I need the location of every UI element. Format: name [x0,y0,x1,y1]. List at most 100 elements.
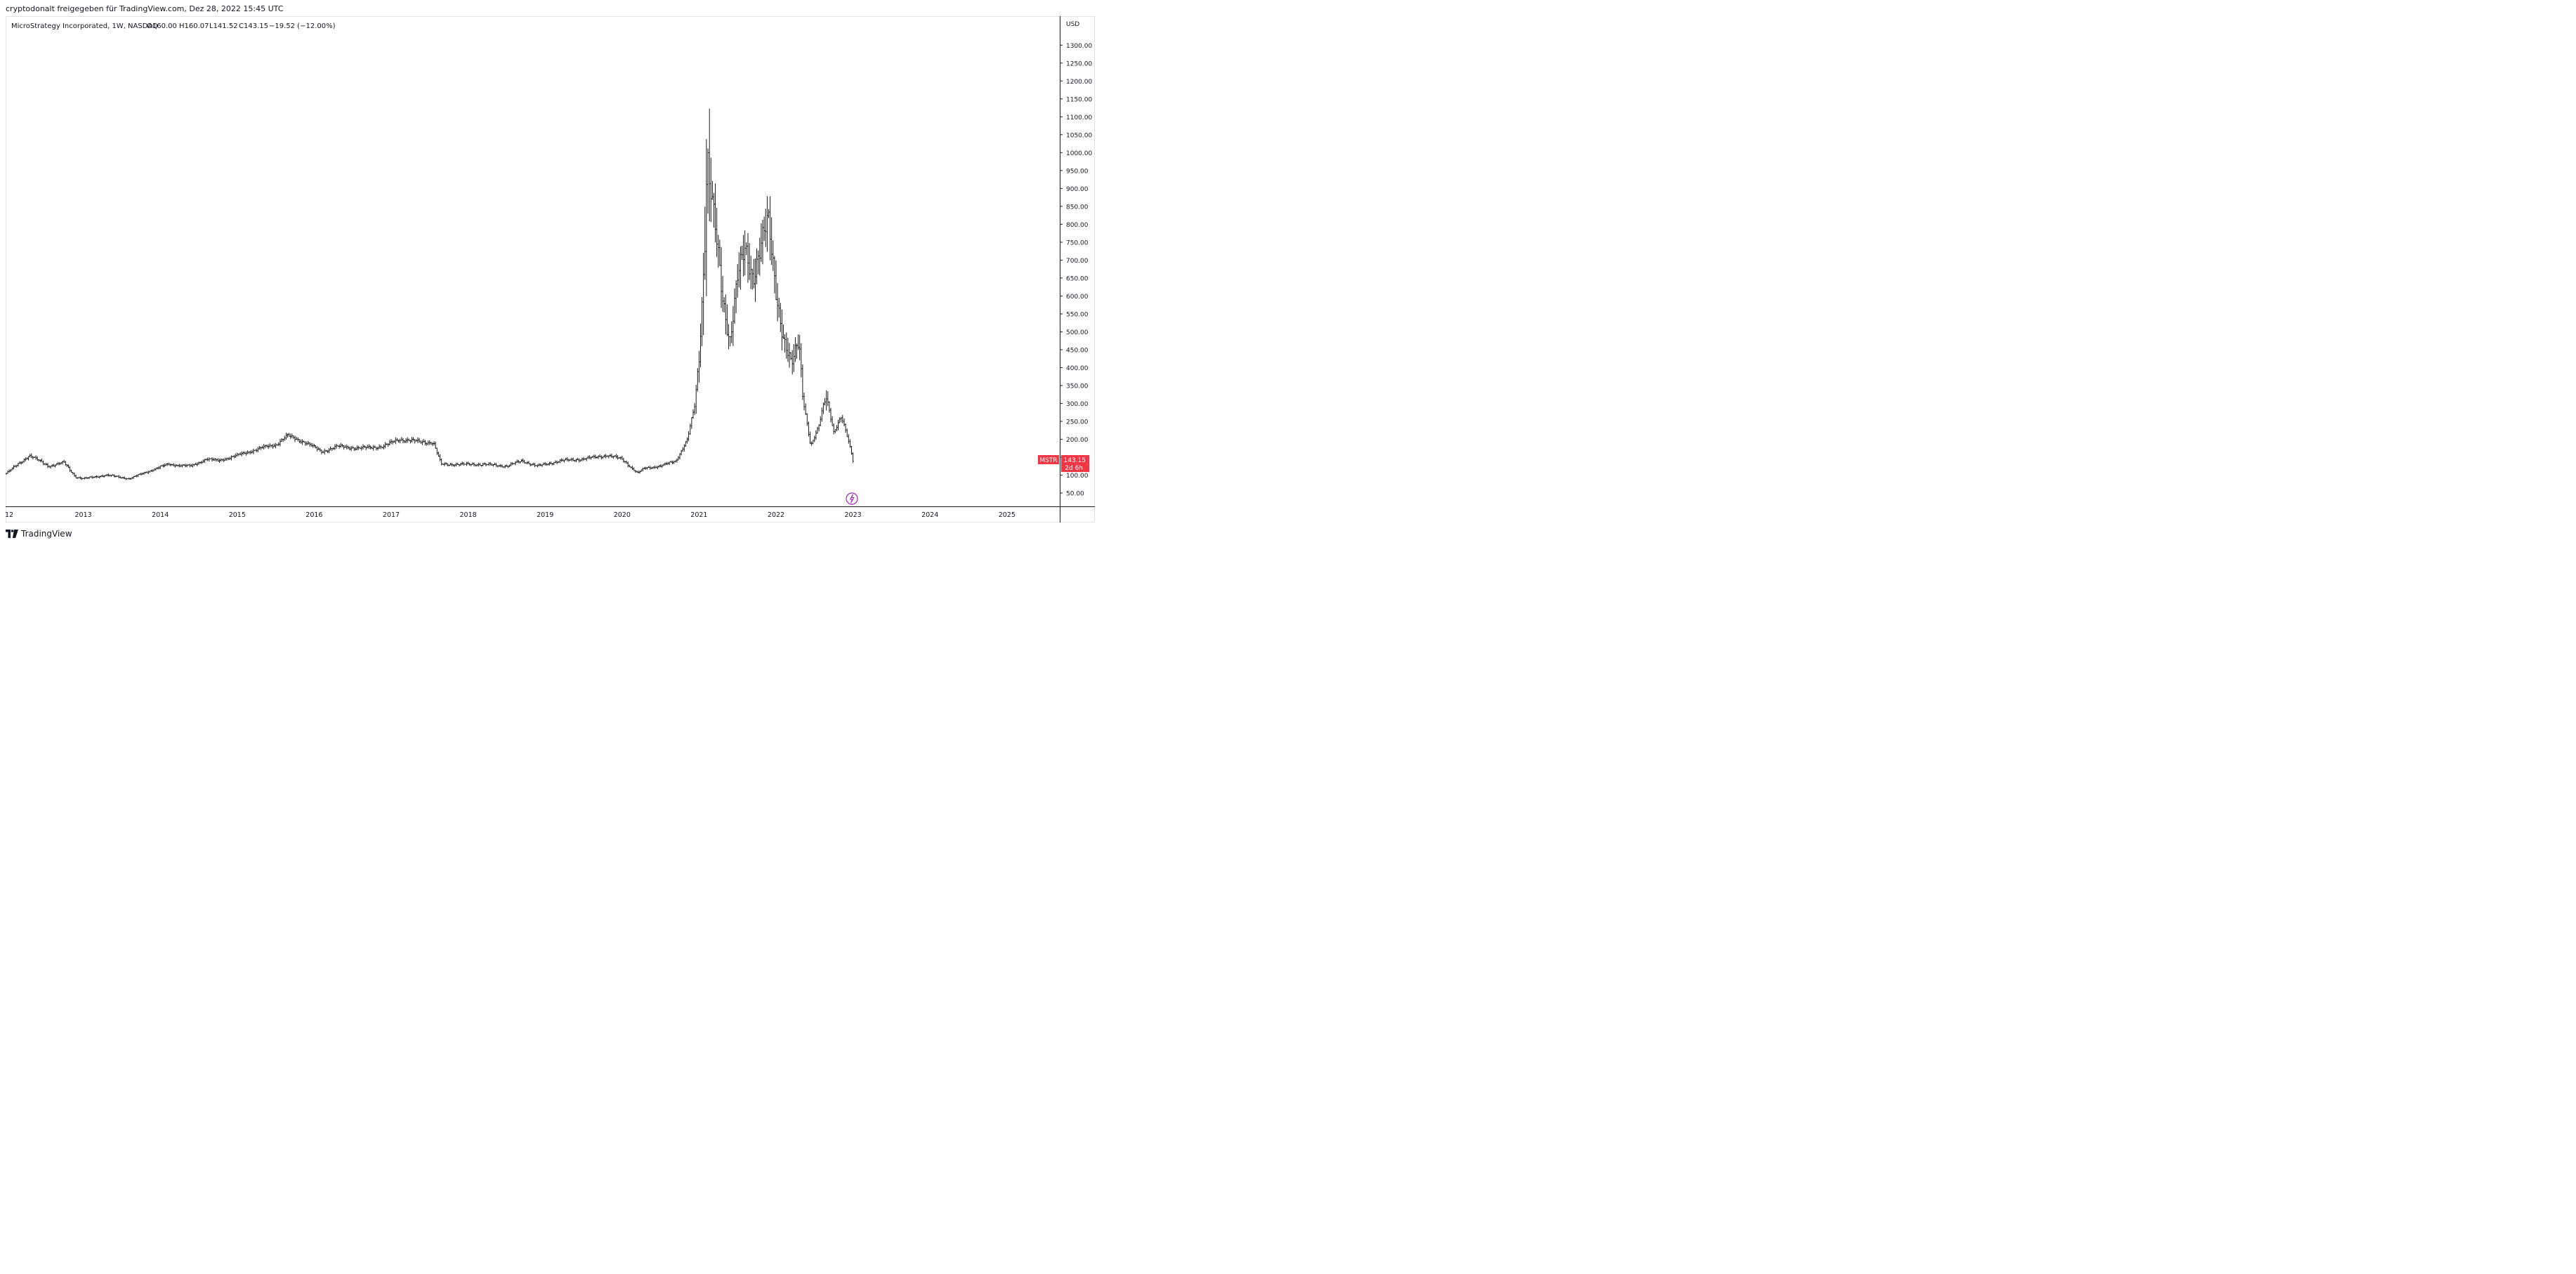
ohlc-bar [794,337,796,362]
chart-frame[interactable]: cryptodonalt freigegeben für TradingView… [0,0,1101,545]
ohlc-bar [547,463,549,466]
ohlc-bar [336,443,337,449]
ohlc-bar [430,442,432,445]
ohlc-bar [392,440,394,445]
ohlc-bar [387,443,389,447]
ohlc-bar [159,465,162,470]
ohlc-bar [525,462,527,464]
ohlc-bar [292,435,294,439]
ohlc-bar [605,454,607,459]
ohlc-bar [742,235,744,277]
ohlc-bar [70,469,72,473]
ohlc-bar [443,462,445,466]
ohlc-bar [270,445,272,447]
tradingview-logo[interactable]: TradingView [6,528,72,539]
ohlc-bar [291,433,293,438]
ohlc-bar [669,461,671,465]
ohlc-bar [516,459,518,464]
price-tick-label: 100.00 [1066,473,1089,480]
ohlc-bar [393,440,395,442]
ohlc-bar [818,424,820,432]
ohlc-bar [364,445,366,448]
ohlc-bar [836,425,838,432]
ohlc-bar [15,464,18,468]
ohlc-bar [45,463,47,466]
ohlc-bar [839,417,841,423]
ohlc-bar [249,450,251,454]
ohlc-bar [789,343,790,368]
ohlc-bar [331,448,333,451]
lightning-event-icon[interactable] [846,492,858,505]
ohlc-bar [575,459,577,462]
ohlc-bar [848,434,850,444]
ohlc-bar [304,441,306,446]
chart-canvas[interactable]: MicroStrategy Incorporated, 1W, NASDAQ O… [0,0,1101,545]
ohlc-bar [223,458,225,462]
ohlc-bar [180,464,182,467]
price-tick-label: 850.00 [1066,204,1089,211]
ohlc-bar [284,435,286,441]
ohlc-bar [519,461,521,464]
ohlc-bar [769,196,771,261]
ohlc-bar [754,258,756,302]
ohlc-bar [133,475,135,479]
ohlc-bar [20,461,22,465]
ohlc-bar [228,457,230,461]
ohlc-bar [630,466,632,468]
ohlc-bar [850,445,853,455]
price-tick-label: 750.00 [1066,239,1089,247]
ohlc-bar [217,458,219,461]
ohlc-bar [202,459,204,464]
ohlc-bar [494,462,496,466]
ohlc-bar [737,264,739,298]
price-tick-label: 250.00 [1066,419,1089,426]
ohlc-bar [570,459,571,461]
ohlc-bar [102,475,103,478]
ohlc-bar [279,439,281,447]
ohlc-bar [368,444,370,449]
ohlc-bar [455,462,457,467]
legend-close: C143.15 [239,22,268,30]
ohlc-bar [460,462,462,466]
price-tick-label: 1050.00 [1066,132,1092,139]
time-tick-label: 2024 [921,511,938,519]
ohlc-bar [723,297,725,313]
ohlc-bar [762,220,763,265]
ohlc-bar [359,447,361,449]
ohlc-bar [537,464,539,468]
ohlc-bar [85,476,87,479]
price-axis-currency: USD [1066,21,1079,28]
ohlc-bar [377,447,379,451]
ohlc-bar [235,453,237,458]
ohlc-bar [510,462,512,466]
ohlc-bar [456,462,459,465]
price-tick-label: 350.00 [1066,383,1089,390]
ohlc-bar [551,463,553,466]
ohlc-bar [181,464,183,468]
ohlc-bar [136,474,138,478]
ohlc-bar [747,232,749,283]
ohlc-bar [34,457,35,459]
ohlc-bar [164,464,166,467]
ohlc-bar [682,447,684,452]
ohlc-bar [598,455,600,459]
ohlc-bar [563,459,565,463]
ohlc-bar [749,243,751,280]
ohlc-bar [347,445,349,449]
ohlc-bar [6,473,7,475]
ohlc-bar [130,478,131,480]
ohlc-bar [65,461,67,466]
ohlc-bar [106,474,108,477]
ohlc-bar [843,418,845,426]
ohlc-bar [41,458,43,463]
ohlc-bar [327,449,329,454]
ohlc-bar [760,223,762,262]
ohlc-bar [581,457,583,461]
ohlc-bar [546,463,548,466]
ohlc-bar [79,476,81,480]
ohlc-bar [186,464,188,468]
ohlc-bar [115,475,117,478]
ohlc-bar [699,323,702,367]
ohlc-bar [538,463,540,466]
ohlc-bar [550,461,552,464]
